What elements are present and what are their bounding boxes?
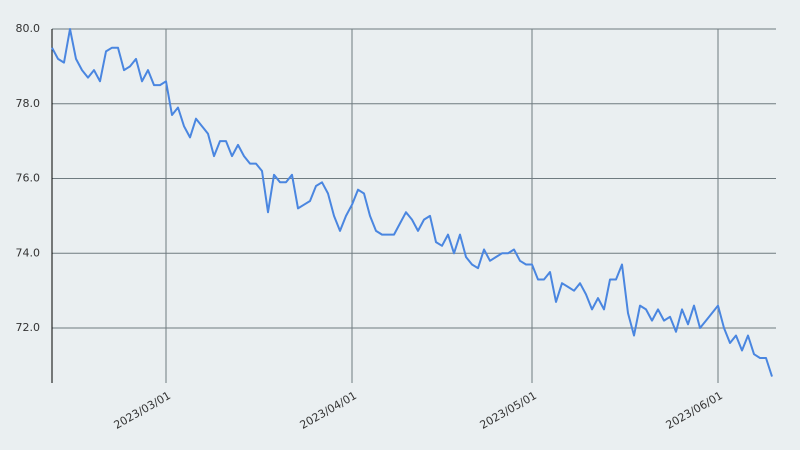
y-tick-label: 80.0 [16, 22, 41, 35]
y-tick-label: 76.0 [16, 172, 41, 185]
x-tick-label: 2023/03/01 [112, 389, 173, 432]
x-tick-label: 2023/06/01 [664, 389, 725, 432]
y-tick-label: 72.0 [16, 321, 41, 334]
x-tick-label: 2023/05/01 [478, 389, 539, 432]
y-tick-label: 78.0 [16, 97, 41, 110]
x-tick-label: 2023/04/01 [298, 389, 359, 432]
y-tick-label: 74.0 [16, 246, 41, 259]
data-line [51, 28, 773, 377]
